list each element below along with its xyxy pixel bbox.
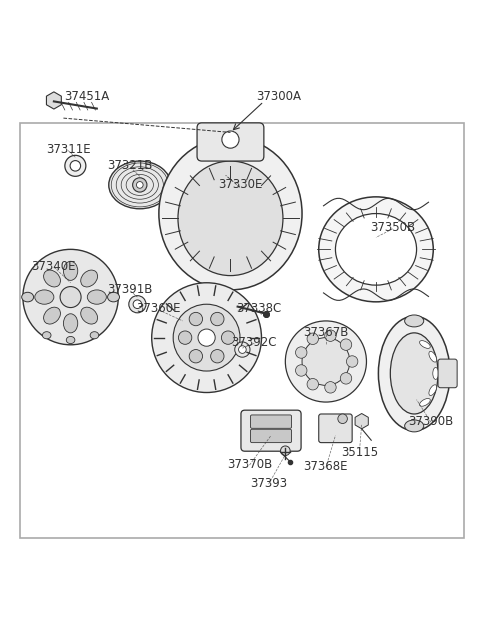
FancyBboxPatch shape bbox=[251, 415, 291, 428]
Circle shape bbox=[60, 287, 81, 308]
Circle shape bbox=[302, 337, 350, 386]
Circle shape bbox=[222, 131, 239, 148]
Ellipse shape bbox=[429, 385, 437, 396]
FancyBboxPatch shape bbox=[251, 430, 291, 442]
Ellipse shape bbox=[35, 290, 54, 304]
Text: 37390B: 37390B bbox=[408, 415, 454, 428]
Ellipse shape bbox=[159, 137, 302, 290]
Text: 37311E: 37311E bbox=[46, 143, 91, 156]
FancyBboxPatch shape bbox=[241, 410, 301, 451]
Circle shape bbox=[133, 300, 142, 308]
Ellipse shape bbox=[178, 161, 283, 276]
Text: 37321B: 37321B bbox=[108, 159, 153, 172]
Circle shape bbox=[347, 356, 358, 367]
Text: 37368E: 37368E bbox=[304, 460, 348, 473]
Ellipse shape bbox=[44, 307, 60, 324]
Text: 37338C: 37338C bbox=[237, 302, 282, 316]
Ellipse shape bbox=[429, 352, 437, 362]
Text: 37451A: 37451A bbox=[65, 90, 110, 103]
Circle shape bbox=[221, 331, 235, 344]
FancyBboxPatch shape bbox=[319, 414, 352, 442]
Ellipse shape bbox=[90, 332, 99, 339]
Ellipse shape bbox=[23, 249, 118, 345]
Circle shape bbox=[189, 312, 203, 326]
Text: 37367B: 37367B bbox=[303, 326, 348, 339]
Circle shape bbox=[325, 330, 336, 341]
FancyBboxPatch shape bbox=[438, 359, 457, 387]
Ellipse shape bbox=[378, 316, 450, 431]
Circle shape bbox=[136, 182, 143, 188]
Circle shape bbox=[281, 446, 290, 455]
Ellipse shape bbox=[109, 161, 171, 209]
Circle shape bbox=[173, 304, 240, 371]
Text: 37393: 37393 bbox=[250, 476, 287, 489]
Circle shape bbox=[340, 339, 352, 350]
FancyBboxPatch shape bbox=[197, 123, 264, 161]
Circle shape bbox=[129, 295, 146, 313]
Circle shape bbox=[132, 178, 147, 192]
Ellipse shape bbox=[87, 290, 107, 304]
Circle shape bbox=[179, 331, 192, 344]
Circle shape bbox=[70, 161, 81, 171]
FancyBboxPatch shape bbox=[21, 123, 464, 538]
Circle shape bbox=[235, 342, 250, 357]
Ellipse shape bbox=[63, 261, 78, 281]
Ellipse shape bbox=[63, 314, 78, 333]
Text: 37350B: 37350B bbox=[370, 221, 415, 234]
Ellipse shape bbox=[22, 292, 34, 302]
Ellipse shape bbox=[108, 292, 120, 302]
Ellipse shape bbox=[42, 332, 51, 339]
Text: 37392C: 37392C bbox=[231, 336, 277, 349]
Circle shape bbox=[211, 350, 224, 363]
Circle shape bbox=[307, 378, 319, 390]
Circle shape bbox=[211, 312, 224, 326]
Ellipse shape bbox=[420, 399, 430, 406]
Text: 37360E: 37360E bbox=[137, 302, 181, 316]
Ellipse shape bbox=[81, 270, 97, 287]
Ellipse shape bbox=[420, 341, 430, 349]
Circle shape bbox=[296, 365, 307, 376]
Text: 37370B: 37370B bbox=[227, 457, 272, 470]
Circle shape bbox=[307, 333, 319, 344]
Ellipse shape bbox=[81, 307, 97, 324]
Circle shape bbox=[325, 382, 336, 393]
Circle shape bbox=[239, 345, 246, 353]
Text: 37300A: 37300A bbox=[256, 90, 300, 103]
Circle shape bbox=[296, 347, 307, 358]
Ellipse shape bbox=[433, 368, 439, 379]
Circle shape bbox=[65, 155, 86, 176]
Circle shape bbox=[189, 350, 203, 363]
Text: 37330E: 37330E bbox=[218, 179, 262, 192]
Ellipse shape bbox=[405, 420, 424, 432]
Text: 35115: 35115 bbox=[341, 446, 378, 459]
Circle shape bbox=[340, 373, 352, 384]
Circle shape bbox=[198, 329, 215, 346]
Ellipse shape bbox=[319, 197, 433, 302]
Ellipse shape bbox=[390, 333, 438, 414]
Text: 37340E: 37340E bbox=[32, 260, 76, 273]
Text: 37391B: 37391B bbox=[108, 284, 153, 297]
Circle shape bbox=[285, 321, 366, 402]
Ellipse shape bbox=[336, 214, 417, 285]
Ellipse shape bbox=[405, 315, 424, 327]
Circle shape bbox=[338, 414, 348, 423]
Ellipse shape bbox=[44, 270, 60, 287]
Circle shape bbox=[152, 283, 262, 392]
Ellipse shape bbox=[66, 336, 75, 344]
